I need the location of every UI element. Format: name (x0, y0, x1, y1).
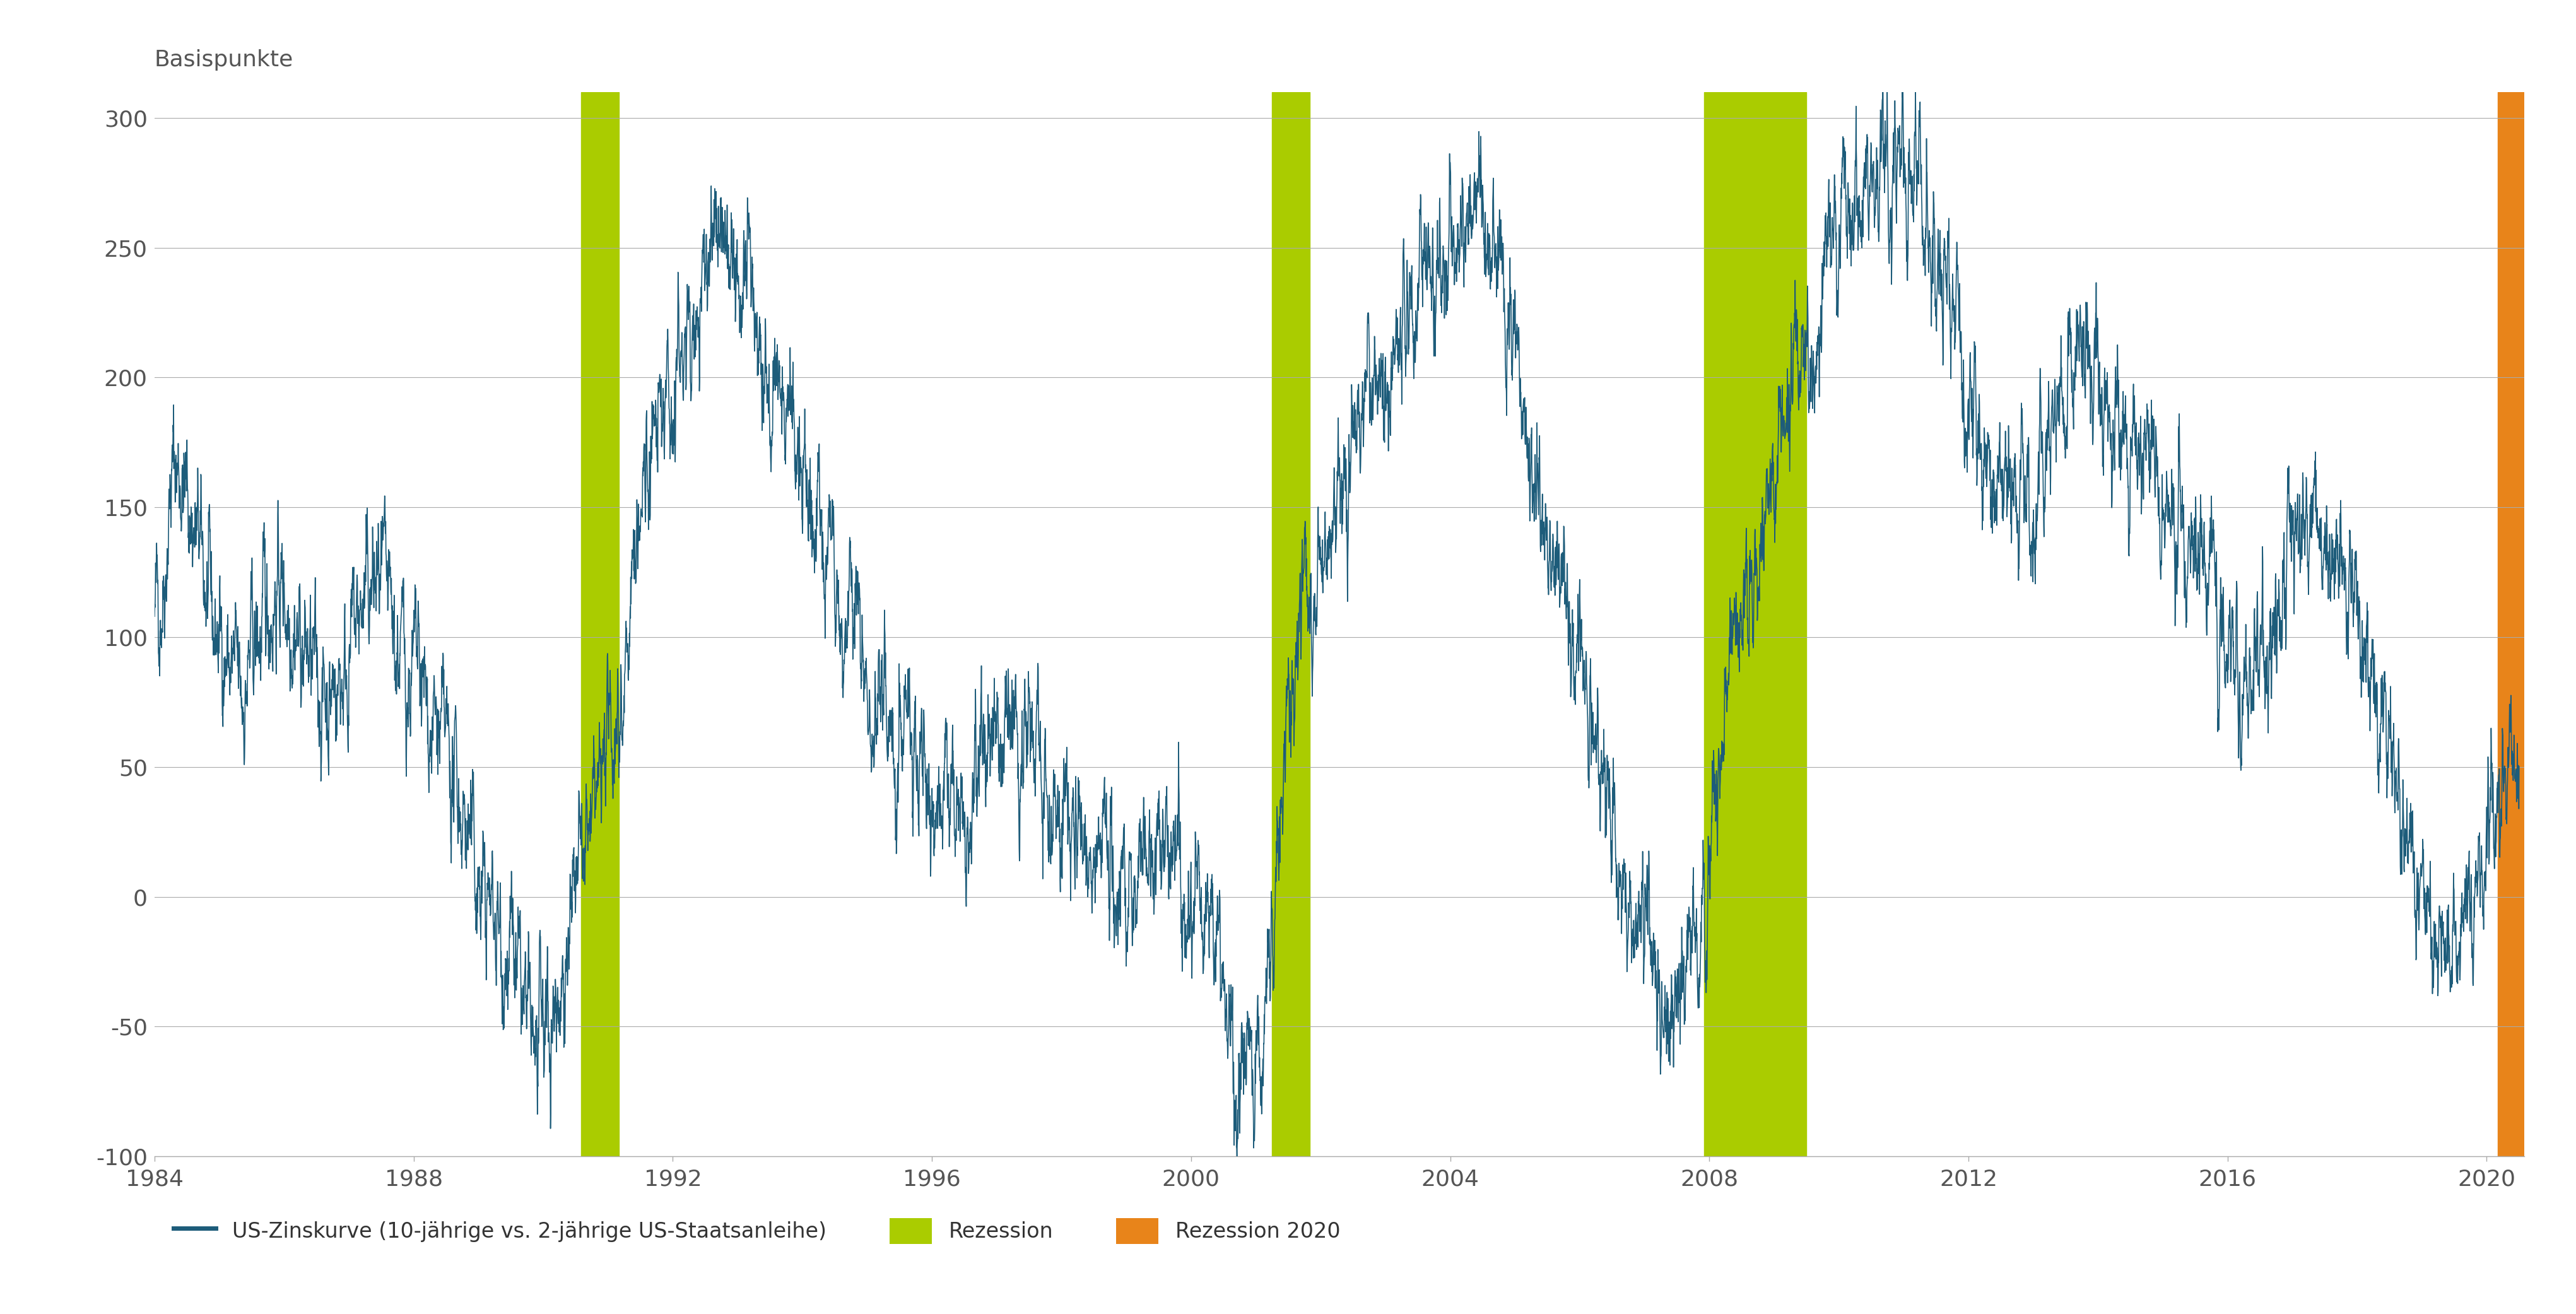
Bar (582, 92, 618, 1156)
Bar (1273, 92, 1309, 1156)
Text: Basispunkte: Basispunkte (155, 49, 294, 71)
Legend: US-Zinskurve (10-jährige vs. 2-jährige US-Staatsanleihe), Rezession, Rezession 2: US-Zinskurve (10-jährige vs. 2-jährige U… (165, 1210, 1350, 1252)
Bar (2499, 92, 2524, 1156)
Bar (1703, 92, 1806, 1156)
